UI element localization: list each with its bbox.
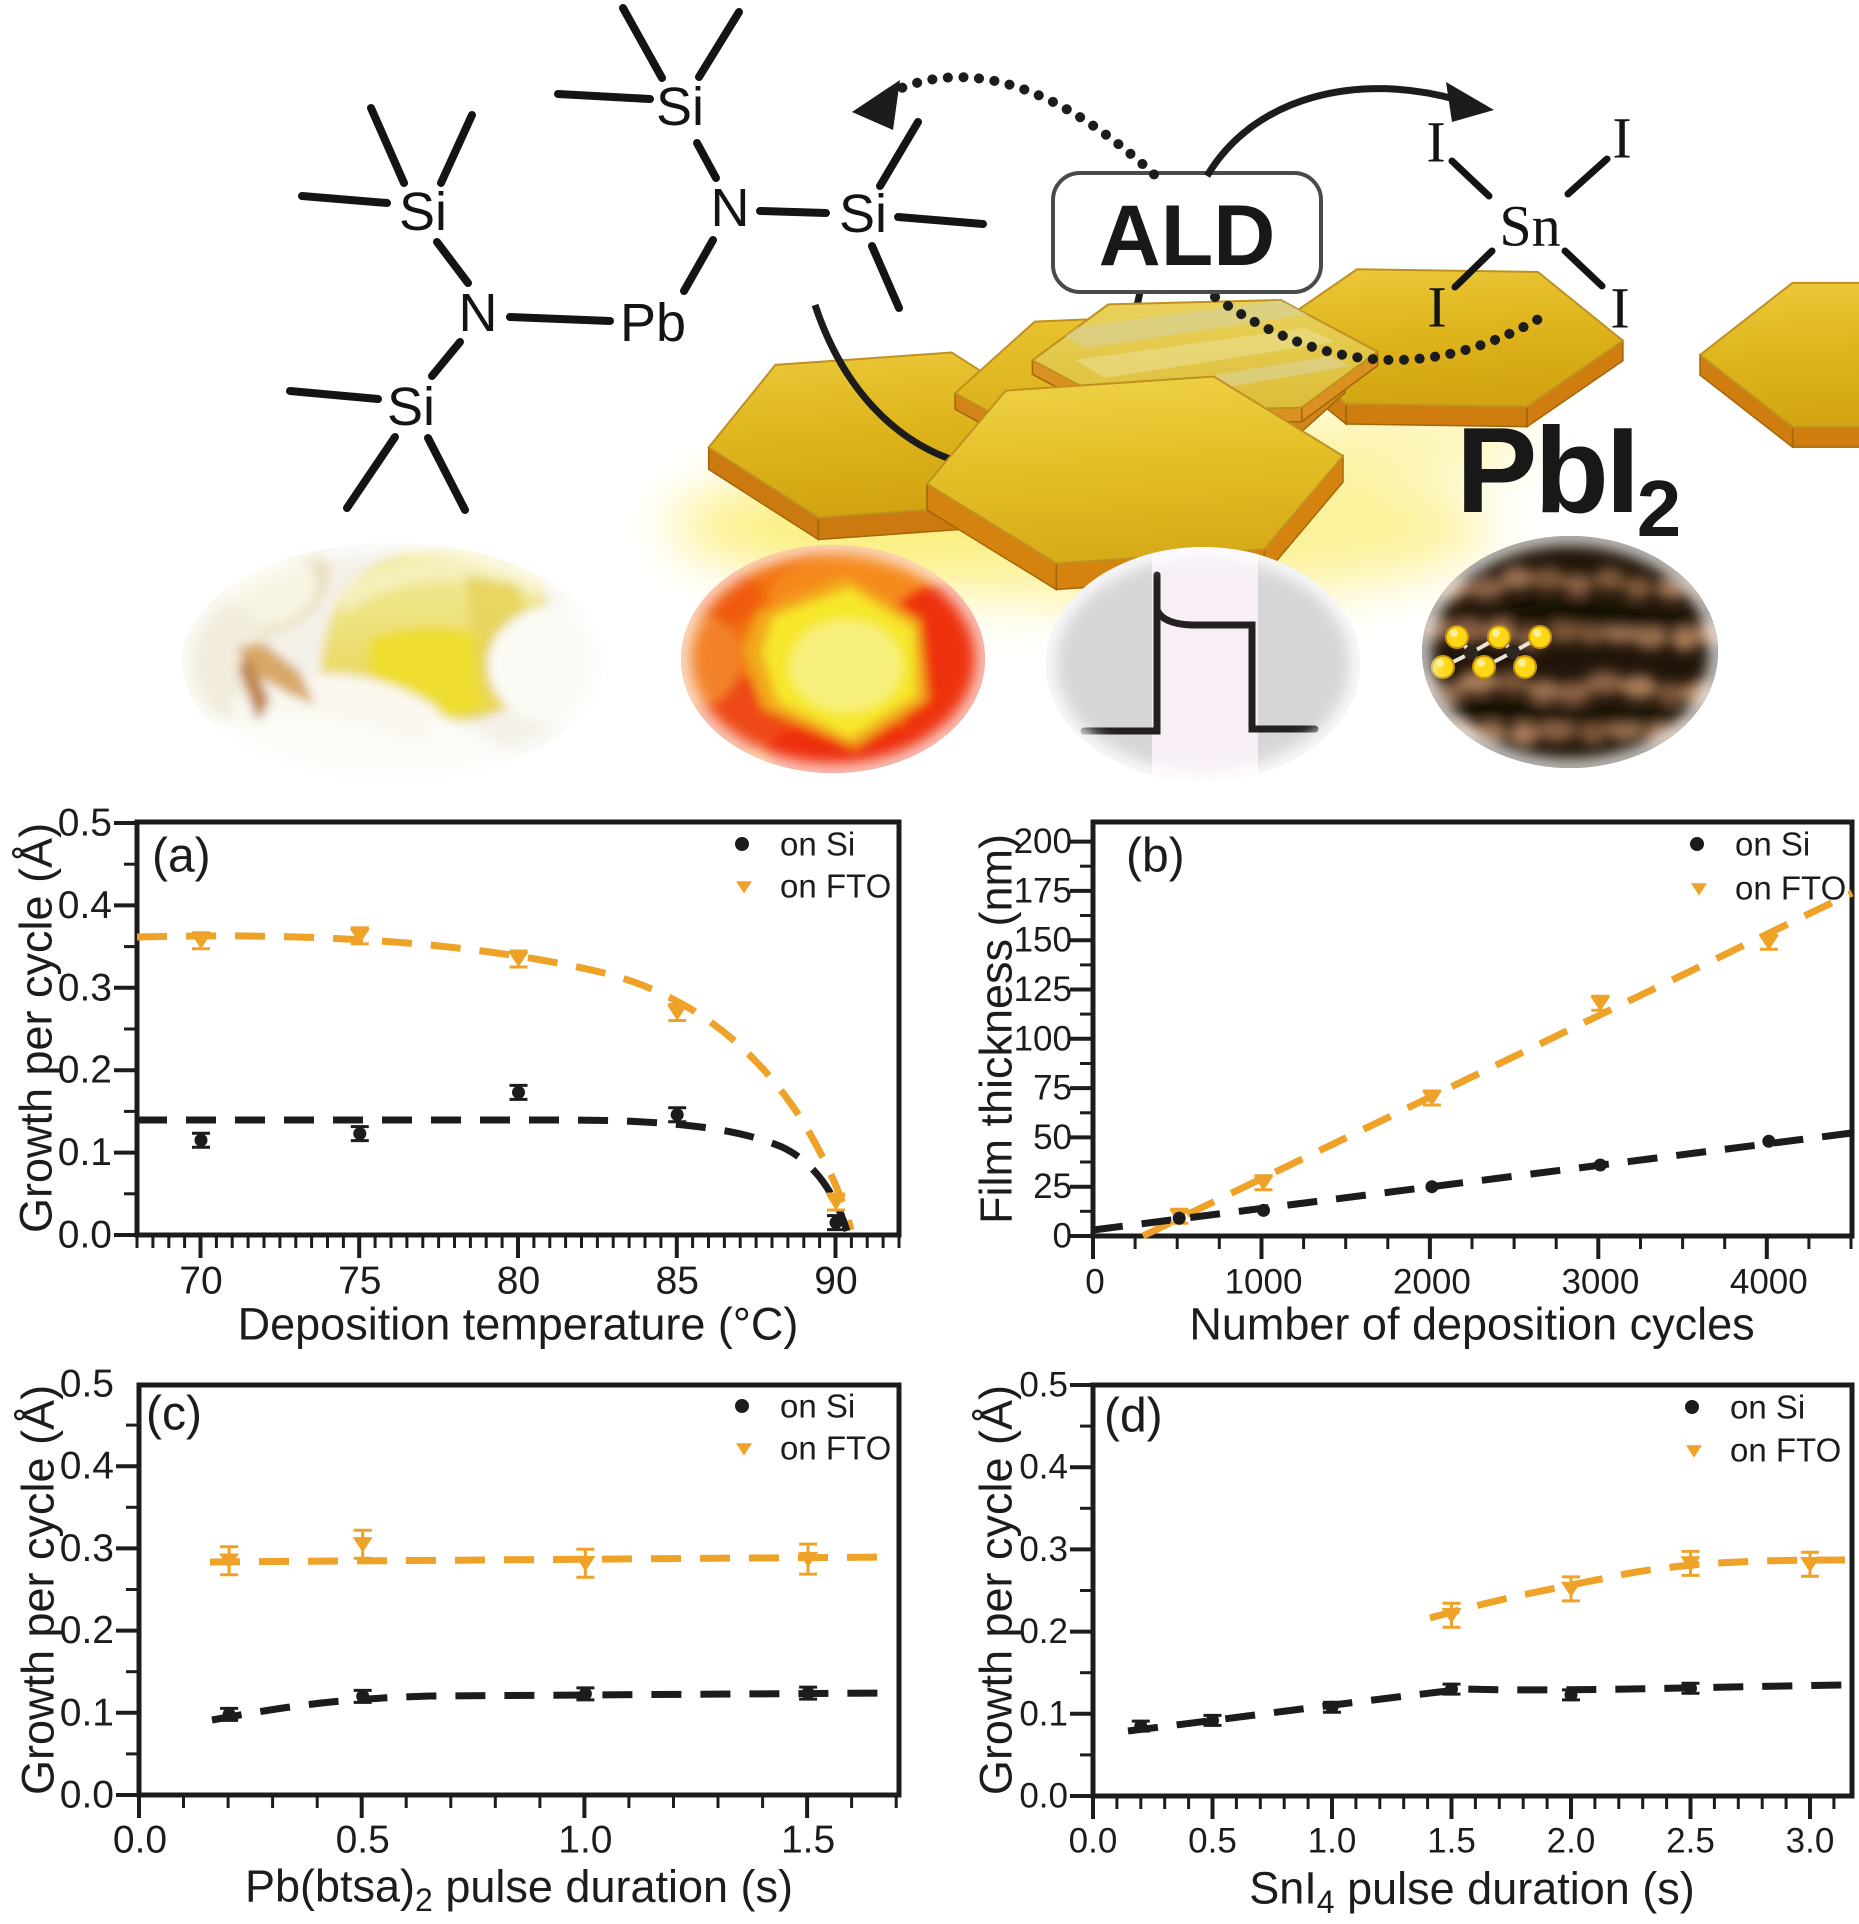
svg-text:150: 150 <box>1014 921 1072 960</box>
svg-text:0.0: 0.0 <box>1069 1822 1118 1861</box>
svg-text:I: I <box>1427 275 1446 340</box>
svg-text:Si: Si <box>399 182 447 242</box>
svg-text:0.0: 0.0 <box>60 1774 114 1817</box>
svg-text:I: I <box>1426 110 1445 175</box>
svg-text:(a): (a) <box>152 830 211 883</box>
svg-text:2000: 2000 <box>1393 1263 1471 1302</box>
svg-text:on FTO: on FTO <box>1730 1432 1841 1469</box>
svg-text:2.0: 2.0 <box>1547 1822 1596 1861</box>
svg-text:ALD: ALD <box>1099 188 1276 284</box>
svg-text:80: 80 <box>497 1260 540 1303</box>
svg-text:0.5: 0.5 <box>1188 1822 1237 1861</box>
svg-text:0.5: 0.5 <box>60 1363 114 1406</box>
svg-text:50: 50 <box>1033 1118 1072 1157</box>
svg-text:200: 200 <box>1014 822 1072 861</box>
svg-text:175: 175 <box>1014 871 1072 910</box>
svg-text:on FTO: on FTO <box>1735 870 1846 907</box>
svg-text:on Si: on Si <box>1730 1389 1805 1426</box>
svg-text:0: 0 <box>1053 1217 1072 1256</box>
svg-text:1.5: 1.5 <box>781 1819 835 1862</box>
svg-text:0.3: 0.3 <box>1019 1530 1068 1569</box>
svg-text:0.5: 0.5 <box>58 802 112 845</box>
svg-text:0.0: 0.0 <box>1019 1777 1068 1816</box>
svg-text:on Si: on Si <box>780 826 855 863</box>
svg-text:(d): (d) <box>1104 1390 1163 1443</box>
svg-text:N: N <box>711 178 750 238</box>
svg-text:0.4: 0.4 <box>1019 1448 1068 1487</box>
svg-text:Sn: Sn <box>1499 194 1560 259</box>
svg-text:75: 75 <box>1033 1069 1072 1108</box>
svg-text:Number of deposition cycles: Number of deposition cycles <box>1189 1299 1754 1350</box>
svg-text:Film thickness (nm): Film thickness (nm) <box>971 834 1022 1224</box>
svg-text:0.4: 0.4 <box>60 1445 114 1488</box>
svg-text:0.2: 0.2 <box>60 1609 114 1652</box>
svg-text:0.0: 0.0 <box>58 1214 112 1257</box>
svg-text:I: I <box>1610 276 1629 341</box>
svg-text:(b): (b) <box>1126 830 1185 883</box>
svg-text:75: 75 <box>338 1260 381 1303</box>
svg-text:0.2: 0.2 <box>58 1049 112 1092</box>
svg-text:on FTO: on FTO <box>780 868 891 905</box>
svg-text:3.0: 3.0 <box>1786 1822 1835 1861</box>
svg-text:Pb(btsa)2 pulse duration (s): Pb(btsa)2 pulse duration (s) <box>245 1861 793 1919</box>
svg-text:Si: Si <box>387 377 435 437</box>
svg-text:Growth per cycle (Å): Growth per cycle (Å) <box>11 823 62 1233</box>
svg-text:PbI2: PbI2 <box>1456 402 1681 553</box>
svg-text:0.1: 0.1 <box>60 1691 114 1734</box>
svg-text:on Si: on Si <box>780 1388 855 1425</box>
svg-text:SnI4 pulse duration (s): SnI4 pulse duration (s) <box>1249 1863 1695 1921</box>
svg-text:N: N <box>459 283 498 343</box>
svg-text:70: 70 <box>179 1260 222 1303</box>
svg-text:0.1: 0.1 <box>58 1131 112 1174</box>
svg-text:on FTO: on FTO <box>780 1430 891 1467</box>
svg-text:0.3: 0.3 <box>58 966 112 1009</box>
svg-text:0.5: 0.5 <box>1019 1366 1068 1405</box>
svg-text:Growth per cycle (Å): Growth per cycle (Å) <box>13 1385 64 1795</box>
svg-text:Si: Si <box>656 77 704 137</box>
svg-text:0.2: 0.2 <box>1019 1612 1068 1651</box>
svg-text:(c): (c) <box>146 1388 202 1441</box>
svg-text:I: I <box>1612 106 1631 171</box>
svg-text:3000: 3000 <box>1561 1263 1639 1302</box>
svg-text:90: 90 <box>814 1260 857 1303</box>
svg-text:1000: 1000 <box>1225 1263 1303 1302</box>
svg-text:0.4: 0.4 <box>58 884 112 927</box>
svg-text:Pb: Pb <box>620 293 686 353</box>
svg-text:Growth per cycle (Å): Growth per cycle (Å) <box>971 1385 1022 1795</box>
svg-text:2.5: 2.5 <box>1666 1822 1715 1861</box>
svg-text:0.3: 0.3 <box>60 1527 114 1570</box>
svg-text:1.5: 1.5 <box>1427 1822 1476 1861</box>
svg-text:25: 25 <box>1033 1167 1072 1206</box>
svg-text:0.5: 0.5 <box>336 1819 390 1862</box>
svg-text:0: 0 <box>1085 1263 1104 1302</box>
svg-text:85: 85 <box>656 1260 699 1303</box>
svg-text:1.0: 1.0 <box>558 1819 612 1862</box>
svg-text:100: 100 <box>1014 1019 1072 1058</box>
svg-text:1.0: 1.0 <box>1308 1822 1357 1861</box>
svg-text:Si: Si <box>839 184 887 244</box>
svg-text:0.1: 0.1 <box>1019 1694 1068 1733</box>
svg-text:Deposition temperature (°C): Deposition temperature (°C) <box>238 1299 799 1350</box>
svg-text:4000: 4000 <box>1730 1263 1808 1302</box>
svg-text:0.0: 0.0 <box>113 1819 167 1862</box>
svg-text:125: 125 <box>1014 970 1072 1009</box>
svg-text:on Si: on Si <box>1735 826 1810 863</box>
